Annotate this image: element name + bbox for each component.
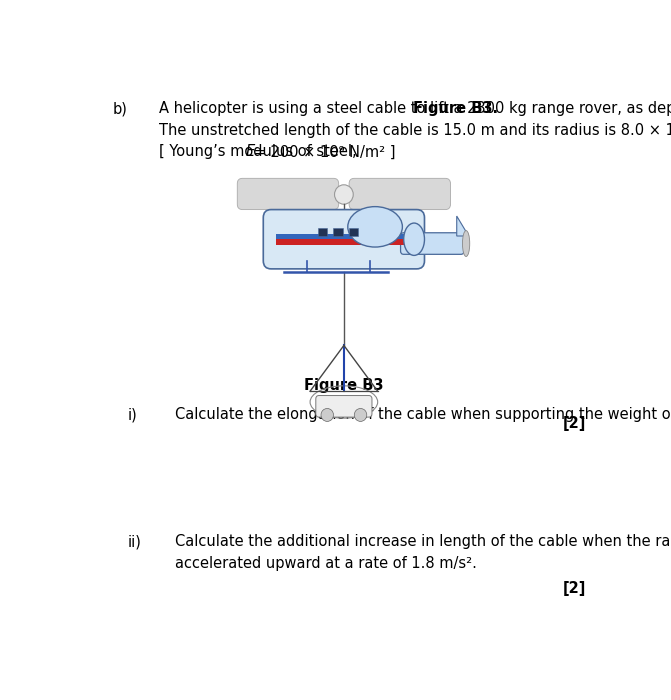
Text: [2]: [2] [562, 416, 586, 431]
Bar [333, 228, 343, 236]
Text: = 200 × 10⁹ N/m² ]: = 200 × 10⁹ N/m² ] [249, 144, 396, 160]
Circle shape [335, 185, 353, 204]
Ellipse shape [462, 230, 470, 256]
Text: Figure B3.: Figure B3. [413, 102, 498, 116]
Text: ii): ii) [128, 534, 142, 549]
Bar [349, 228, 358, 236]
Circle shape [354, 409, 367, 421]
Text: Calculate the additional increase in length of the cable when the range rover is: Calculate the additional increase in len… [175, 534, 671, 549]
Polygon shape [457, 216, 468, 236]
Text: Figure B3: Figure B3 [304, 378, 384, 393]
Text: accelerated upward at a rate of 1.8 m/s².: accelerated upward at a rate of 1.8 m/s²… [175, 556, 477, 570]
FancyBboxPatch shape [401, 233, 464, 254]
Text: [ Young’s modulus of steel,: [ Young’s modulus of steel, [159, 144, 362, 160]
Text: The unstretched length of the cable is 15.0 m and its radius is 8.0 × 10⁻³ m.: The unstretched length of the cable is 1… [159, 122, 671, 138]
Text: [2]: [2] [562, 582, 586, 596]
Ellipse shape [348, 206, 403, 247]
Text: Calculate the elongation of the cable when supporting the weight of the range ro: Calculate the elongation of the cable wh… [175, 407, 671, 422]
Bar [276, 234, 411, 239]
Circle shape [321, 409, 333, 421]
FancyBboxPatch shape [238, 178, 339, 209]
FancyBboxPatch shape [316, 395, 372, 417]
Bar [276, 239, 411, 244]
Text: E: E [246, 144, 255, 160]
FancyBboxPatch shape [349, 178, 450, 209]
Text: A helicopter is using a steel cable to lift a 2300 kg range rover, as depicted i: A helicopter is using a steel cable to l… [159, 102, 671, 116]
FancyBboxPatch shape [263, 209, 425, 269]
Ellipse shape [404, 223, 425, 256]
Text: b): b) [113, 102, 127, 116]
Text: i): i) [128, 407, 138, 422]
Bar [318, 228, 327, 236]
